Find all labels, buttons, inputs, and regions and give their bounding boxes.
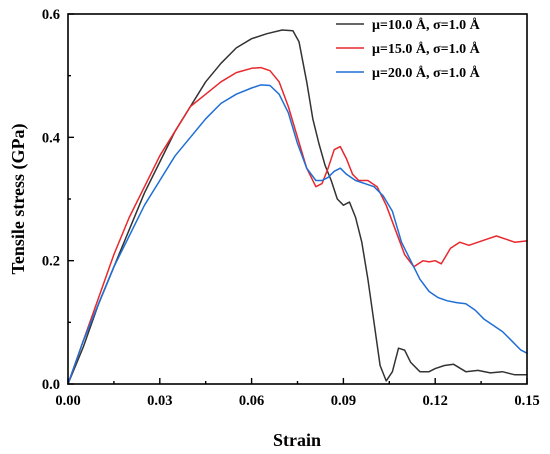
- y-axis-title: Tensile stress (GPa): [8, 123, 29, 274]
- x-axis-title: Strain: [273, 430, 321, 450]
- x-tick-label: 0.03: [147, 393, 172, 409]
- y-tick-label: 0.2: [42, 254, 60, 270]
- series-line-3: [67, 84, 528, 385]
- y-tick-label: 0.6: [42, 7, 60, 23]
- x-tick-label: 0.06: [239, 393, 264, 409]
- x-tick-label: 0.09: [331, 393, 356, 409]
- x-tick-label: 0.15: [514, 393, 539, 409]
- y-tick-label: 0.4: [42, 130, 60, 146]
- y-tick-label: 0.0: [42, 377, 60, 393]
- legend-label-1: μ=10.0 Å, σ=1.0 Å: [372, 17, 481, 33]
- x-tick-label: 0.00: [55, 393, 80, 409]
- series-line-1: [67, 29, 528, 385]
- x-tick-label: 0.12: [423, 393, 448, 409]
- series-line-2: [67, 66, 528, 385]
- legend-label-2: μ=15.0 Å, σ=1.0 Å: [372, 41, 481, 57]
- legend-label-3: μ=20.0 Å, σ=1.0 Å: [372, 65, 481, 81]
